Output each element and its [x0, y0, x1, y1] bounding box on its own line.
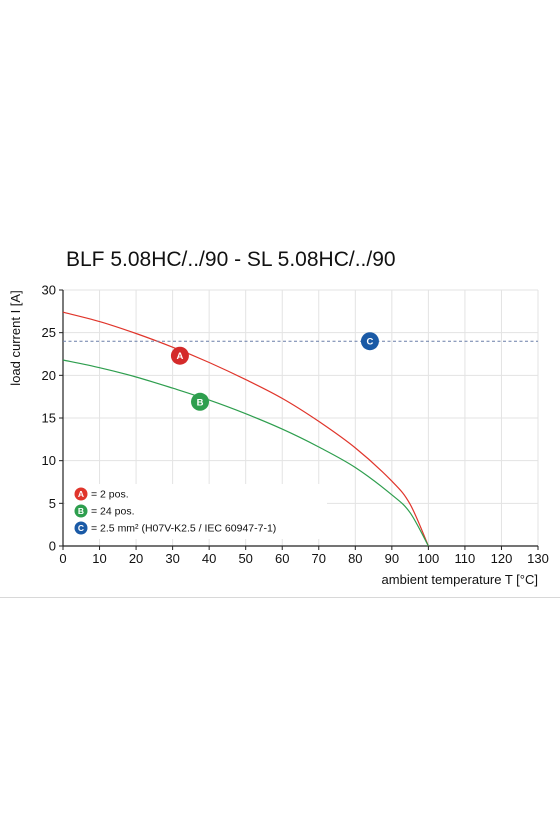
y-tick-label: 10 — [42, 453, 56, 468]
legend-label: = 2 pos. — [91, 489, 129, 501]
series-lines — [62, 311, 538, 547]
x-tick-label: 60 — [275, 551, 289, 566]
legend-marker-letter: C — [78, 523, 84, 533]
y-tick-label: 20 — [42, 368, 56, 383]
legend-marker — [74, 487, 88, 501]
marker-c: C — [360, 332, 379, 351]
x-tick-label: 120 — [491, 551, 513, 566]
y-tick-label: 25 — [42, 325, 56, 340]
y-tick-label: 0 — [49, 539, 56, 554]
legend-background — [65, 484, 327, 539]
y-tick-label: 30 — [42, 283, 56, 298]
chart-title: BLF 5.08HC/../90 - SL 5.08HC/../90 — [66, 248, 396, 271]
y-tick-label: 5 — [49, 496, 56, 511]
x-tick-label: 90 — [385, 551, 399, 566]
y-axis-label: load current I [A] — [8, 290, 23, 385]
x-tick-label: 110 — [455, 551, 476, 566]
legend: A = 2 pos. B = 24 pos. C = 2.5 mm² (H07V-K2.5… — [65, 484, 327, 539]
x-tick-label: 130 — [527, 551, 549, 566]
axes: 0 10 20 30 40 50 60 70 80 90 100 110 120 130 0 5 10 15 20 2… — [42, 283, 549, 567]
marker-circle — [191, 392, 210, 411]
x-tick-label: 0 — [59, 551, 66, 566]
legend-item: C = 2.5 mm² (H07V-K2.5 / IEC 60947-7-1) — [74, 521, 276, 535]
marker-a: A — [170, 346, 189, 365]
legend-marker-letter: A — [78, 489, 84, 499]
marker-letter: C — [366, 337, 373, 348]
x-tick-label: 10 — [92, 551, 106, 566]
marker-circle — [360, 332, 379, 351]
legend-label: = 24 pos. — [91, 506, 135, 518]
x-tick-label: 70 — [312, 551, 326, 566]
legend-marker — [74, 504, 88, 518]
legend-marker — [74, 521, 88, 535]
x-tick-label: 30 — [165, 551, 179, 566]
divider — [0, 597, 560, 598]
series-line-b — [62, 359, 429, 547]
legend-marker-letter: B — [78, 506, 84, 516]
x-tick-label: 80 — [348, 551, 362, 566]
legend-item: B = 24 pos. — [74, 504, 135, 518]
marker-letter: B — [197, 397, 204, 408]
marker-circle — [170, 346, 189, 365]
x-tick-label: 100 — [418, 551, 440, 566]
marker-b: B — [191, 392, 210, 411]
x-tick-label: 20 — [129, 551, 143, 566]
x-tick-label: 50 — [238, 551, 252, 566]
marker-letter: A — [176, 351, 183, 362]
legend-item: A = 2 pos. — [74, 487, 129, 501]
x-tick-label: 40 — [202, 551, 216, 566]
legend-label: = 2.5 mm² (H07V-K2.5 / IEC 60947-7-1) — [91, 523, 276, 535]
y-tick-label: 15 — [42, 411, 56, 426]
x-axis-label: ambient temperature T [°C] — [382, 572, 538, 587]
series-markers: A B C — [170, 332, 379, 411]
series-line-a — [62, 311, 429, 547]
